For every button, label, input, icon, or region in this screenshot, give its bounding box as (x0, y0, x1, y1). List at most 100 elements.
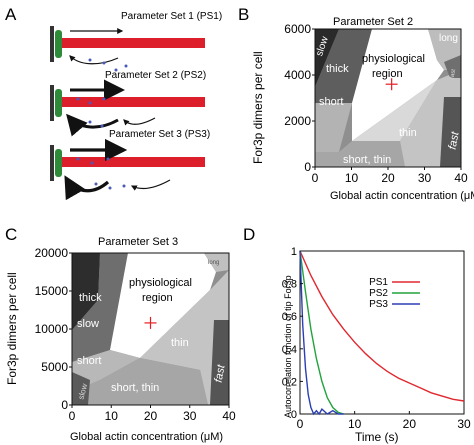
panel-letter-d: D (243, 225, 255, 244)
y-tick-label: 20000 (35, 246, 69, 260)
x-tick-label: 40 (222, 409, 236, 423)
region-thin (140, 270, 229, 405)
chart-d-series (299, 250, 465, 416)
chart-c-ylabel: For3p dimers per cell (5, 272, 19, 385)
y-tick-label: 0.2 (282, 376, 297, 388)
y-tick-label: 1 (291, 246, 297, 258)
arrow-return (64, 175, 110, 201)
panel-letter-a: A (5, 5, 17, 24)
x-tick-label: 40 (454, 171, 468, 185)
x-tick-label: 0 (69, 409, 76, 423)
formin-green (55, 30, 62, 58)
y-tick-label: 0 (291, 409, 297, 421)
chart-b-x-ticks: 0 10 20 30 40 (312, 167, 468, 185)
region-label-short-thin: short, thin (111, 382, 159, 394)
legend-label-ps3: PS3 (369, 299, 388, 310)
region-physiological (110, 253, 216, 358)
y-tick-label: 15000 (35, 284, 69, 298)
region-label-region: region (372, 68, 403, 80)
region-label-thin: thin (171, 337, 189, 349)
region-fast-small (444, 55, 461, 78)
ps3-label: Parameter Set 3 (PS3) (109, 129, 210, 140)
x-tick-label: 20 (144, 409, 158, 423)
region-short-thin (72, 358, 208, 405)
x-tick-label: 30 (457, 417, 471, 431)
region-fast (440, 97, 461, 167)
region-label-slow-small: slow (76, 382, 89, 400)
x-tick-label: 30 (183, 409, 197, 423)
region-label-thick: thick (79, 292, 102, 304)
region-long (204, 253, 229, 272)
region-label-physiological: physiological (129, 277, 192, 289)
region-label-region: region (142, 292, 173, 304)
x-tick-label: 30 (418, 171, 432, 185)
y-tick-label: 0 (61, 398, 68, 412)
chart-d-x-ticks: 0 10 20 30 (297, 411, 471, 431)
region-label-thick: thick (326, 63, 349, 75)
chart-c-y-ticks: 0 5000 10000 15000 20000 (35, 246, 72, 412)
chart-d-y-ticks: 0 0.2 0.4 0.6 0.8 1 (282, 246, 303, 421)
arrow-return (66, 113, 119, 137)
x-tick-label: 20 (403, 417, 417, 431)
region-label-slow: slow (77, 318, 99, 330)
y-tick-label: 0 (304, 160, 311, 174)
region-label-long: long (208, 260, 219, 266)
y-tick-label: 0.8 (282, 279, 297, 291)
region-label-short: short (319, 96, 343, 108)
series-line-ps3 (299, 250, 344, 416)
x-tick-label: 0 (312, 171, 319, 185)
ps3-schematic (50, 138, 205, 201)
arrow-return (69, 55, 119, 65)
x-tick-label: 10 (105, 409, 119, 423)
y-tick-label: 6000 (284, 22, 311, 36)
y-tick-label: 5000 (41, 360, 68, 374)
actin-filament (62, 38, 205, 48)
chart-c-xlabel: Global actin concentration (μM) (70, 431, 223, 443)
region-label-fast-small: fast (450, 68, 458, 79)
x-tick-label: 10 (348, 417, 362, 431)
chart-b-title: Parameter Set 2 (333, 16, 413, 28)
x-tick-label: 10 (345, 171, 359, 185)
region-label-fast: fast (213, 363, 228, 383)
region-thin-lower (352, 80, 437, 141)
ps2-label: Parameter Set 2 (PS2) (105, 70, 206, 81)
membrane-bar (50, 26, 54, 62)
region-thick (315, 29, 372, 103)
region-short (315, 103, 352, 152)
panel-b: B Parameter Set 2 slow thick physiologic… (238, 5, 474, 202)
region-label-thin: thin (399, 127, 417, 139)
ps1-label: Parameter Set 1 (PS1) (121, 11, 222, 22)
chart-b-xlabel: Global actin concentration (μM) (330, 190, 474, 202)
y-tick-label: 10000 (35, 322, 69, 336)
chart-b-regions (314, 28, 462, 168)
region-label-physiological: physiological (362, 53, 425, 65)
panel-a: A Parameter Set 1 (PS1) Parameter Set 2 … (5, 5, 222, 201)
chart-d-frame (299, 250, 465, 415)
region-physiological (352, 29, 444, 141)
chart-c-title: Parameter Set 3 (98, 236, 178, 248)
region-short-thin (315, 141, 405, 167)
x-tick-label: 0 (297, 417, 304, 431)
y-tick-label: 0.6 (282, 311, 297, 323)
region-label-fast: fast (447, 130, 462, 150)
legend-label-ps2: PS2 (369, 288, 388, 299)
y-tick-label: 2000 (284, 114, 311, 128)
chart-c-regions (71, 252, 230, 406)
region-fast (210, 320, 229, 405)
legend-label-ps1: PS1 (369, 277, 388, 288)
chart-c-x-ticks: 0 10 20 30 40 (69, 405, 236, 423)
region-label-short: short (77, 355, 101, 367)
series-line-ps1 (299, 250, 465, 402)
region-thick (72, 253, 100, 330)
region-slow (72, 253, 128, 362)
series-line-ps2 (299, 250, 344, 415)
region-slow-small (72, 372, 90, 405)
panel-c: C Parameter Set 3 thick physiological re… (5, 225, 236, 443)
panel-letter-c: C (5, 225, 17, 244)
region-label-long: long (439, 33, 458, 44)
x-tick-label: 20 (381, 171, 395, 185)
y-tick-label: 0.4 (282, 344, 297, 356)
